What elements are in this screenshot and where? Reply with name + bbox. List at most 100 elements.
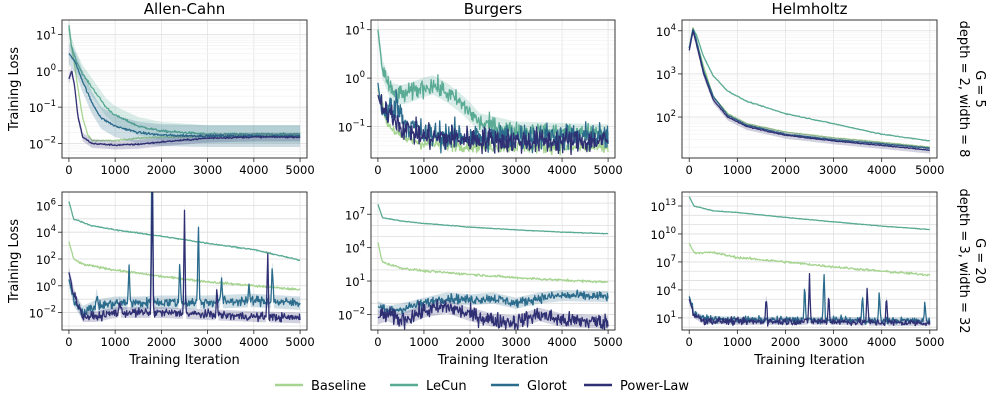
axes-frame	[370, 191, 616, 331]
line-power-law	[688, 273, 931, 327]
x-tick-label: 3000	[501, 163, 530, 177]
x-tick-label: 3000	[819, 163, 848, 177]
x-tick-label: 5000	[593, 335, 622, 349]
x-tick-label: 3000	[193, 163, 222, 177]
x-axis-label: Training Iteration	[437, 353, 549, 368]
legend: Baseline LeCun Glorot Power-Law	[275, 379, 689, 394]
line-glorot	[68, 192, 301, 319]
legend-label: Glorot	[527, 379, 567, 394]
row-label-arch: depth = 3, width = 32	[956, 188, 971, 333]
line-baseline	[68, 241, 301, 291]
band-lecun	[68, 20, 301, 144]
line-lecun	[377, 203, 609, 235]
y-ticks: 10−2 100 102 104 106	[29, 197, 62, 321]
series-power-law	[377, 94, 609, 156]
y-tick-label: 102	[656, 109, 676, 125]
band-power-law	[68, 67, 301, 150]
line-glorot	[688, 28, 930, 149]
y-ticks: 101 104 107 1010 1013	[651, 198, 682, 326]
y-ticks: 10−2 101 104 107	[338, 206, 371, 322]
series-glorot	[68, 192, 301, 320]
x-tick-label: 3000	[193, 335, 222, 349]
axes-frame	[370, 19, 616, 159]
x-axis-label: Training Iteration	[128, 353, 240, 368]
y-tick-label: 101	[36, 27, 56, 43]
series-lecun	[688, 196, 930, 231]
plot-area	[377, 20, 609, 156]
panel-title: Allen-Cahn	[144, 0, 225, 18]
y-tick-label: 104	[656, 23, 676, 39]
line-power-law	[377, 94, 609, 156]
legend-label: Baseline	[311, 379, 366, 394]
series-power-law	[377, 298, 609, 330]
x-ticks: 0 1000 2000 3000 4000 5000	[374, 330, 623, 349]
x-tick-label: 0	[686, 163, 693, 177]
x-tick-label: 1000	[409, 335, 438, 349]
panel-1-3: 0 1000 2000 3000 4000 5000 102 103 104 Helmholtz	[656, 0, 944, 177]
x-axis-label: Training Iteration	[753, 353, 865, 368]
series-lecun	[377, 203, 609, 235]
y-tick-label: 100	[36, 63, 56, 79]
x-ticks: 0 1000 2000 3000 4000 5000	[686, 330, 944, 349]
line-baseline	[688, 27, 930, 148]
y-tick-label: 101	[656, 310, 676, 326]
legend-label: Power-Law	[620, 379, 689, 394]
series-baseline	[688, 242, 931, 277]
x-tick-label: 0	[686, 335, 693, 349]
x-tick-label: 0	[374, 163, 381, 177]
line-lecun	[688, 196, 930, 231]
y-tick-label: 107	[656, 254, 676, 270]
panel-2-2: 0 1000 2000 3000 4000 5000 10−2 101 104 107 Traini…	[338, 191, 623, 368]
y-tick-label: 103	[656, 66, 676, 82]
y-tick-label: 106	[36, 197, 56, 213]
axes-frame	[61, 191, 308, 331]
plot-area	[688, 196, 931, 327]
series-power-law	[68, 67, 301, 150]
x-tick-label: 2000	[147, 335, 176, 349]
line-baseline	[688, 242, 931, 277]
y-tick-label: 100	[345, 70, 365, 86]
axes-frame	[681, 191, 938, 331]
y-tick-label: 10−2	[338, 306, 365, 322]
x-ticks: 0 1000 2000 3000 4000 5000	[65, 330, 315, 349]
series-baseline	[377, 242, 609, 284]
line-power-law	[377, 298, 609, 330]
y-axis-label: Training Loss	[7, 47, 22, 132]
series-glorot	[377, 289, 609, 317]
x-tick-label: 1000	[101, 335, 130, 349]
y-tick-label: 10−2	[29, 305, 56, 321]
x-tick-label: 3000	[819, 335, 848, 349]
series-glorot	[688, 28, 930, 149]
series-baseline	[68, 241, 301, 291]
y-axis-label: Training Loss	[7, 219, 22, 304]
series-power-law	[688, 271, 931, 327]
series-baseline	[688, 27, 930, 148]
legend-item-power-law: Power-Law	[584, 379, 689, 394]
x-tick-label: 5000	[915, 163, 944, 177]
panel-1-1: 0 1000 2000 3000 4000 5000 10−2 10−1 100 101 Allen…	[7, 0, 315, 177]
y-tick-label: 1010	[651, 226, 676, 242]
y-tick-label: 107	[345, 206, 365, 222]
line-power-law	[688, 30, 930, 151]
y-tick-label: 104	[656, 282, 676, 298]
grid	[682, 20, 937, 158]
series-lecun	[688, 28, 931, 142]
x-tick-label: 2000	[455, 163, 484, 177]
plot-area	[68, 192, 301, 324]
y-tick-label: 10−2	[29, 135, 56, 151]
axes-frame	[681, 19, 938, 159]
y-ticks: 102 103 104	[656, 23, 682, 125]
y-tick-label: 102	[36, 251, 56, 267]
line-baseline	[377, 88, 609, 156]
x-ticks: 0 1000 2000 3000 4000 5000	[686, 158, 944, 177]
plot-area	[377, 203, 609, 330]
x-tick-label: 2000	[771, 335, 800, 349]
line-power-law	[68, 192, 301, 323]
y-ticks: 10−1 100 101	[338, 22, 371, 135]
grid	[682, 192, 937, 330]
series-baseline	[377, 88, 609, 156]
y-tick-label: 101	[345, 22, 365, 38]
series-power-law	[68, 192, 301, 324]
y-tick-label: 10−1	[338, 119, 365, 135]
x-tick-label: 2000	[147, 163, 176, 177]
